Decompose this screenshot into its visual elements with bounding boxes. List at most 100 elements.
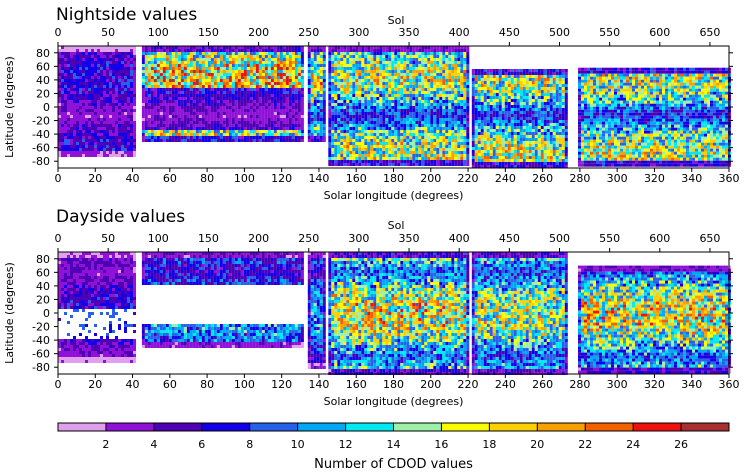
heatmap-cell	[100, 70, 103, 73]
heatmap-cell	[106, 64, 109, 67]
heatmap-cell	[328, 136, 332, 139]
heatmap-cell	[153, 106, 157, 109]
heatmap-cell	[307, 46, 311, 49]
heatmap-cell	[355, 73, 359, 76]
heatmap-cell	[270, 82, 274, 85]
heatmap-cell	[448, 136, 452, 139]
heatmap-cell	[313, 121, 317, 124]
heatmap-cell	[82, 88, 85, 91]
heatmap-cell	[67, 52, 70, 55]
heatmap-cell	[91, 103, 94, 106]
heatmap-cell	[486, 114, 490, 117]
heatmap-cell	[483, 84, 487, 87]
heatmap-cell	[237, 46, 241, 49]
heatmap-cell	[264, 133, 268, 136]
heatmap-cell	[421, 121, 425, 124]
heatmap-cell	[195, 109, 199, 112]
heatmap-cell	[210, 121, 214, 124]
heatmap-cell	[127, 118, 130, 121]
heatmap-cell	[346, 133, 350, 136]
heatmap-cell	[228, 118, 232, 121]
heatmap-cell	[240, 52, 244, 55]
heatmap-cell	[279, 79, 283, 82]
heatmap-cell	[355, 52, 359, 55]
heatmap-cell	[210, 76, 214, 79]
heatmap-cell	[64, 115, 67, 118]
heatmap-cell	[70, 154, 73, 157]
heatmap-cell	[150, 124, 154, 127]
heatmap-cell	[403, 100, 407, 103]
heatmap-cell	[127, 82, 130, 85]
heatmap-cell	[192, 61, 196, 64]
heatmap-cell	[403, 70, 407, 73]
heatmap-cell	[282, 91, 286, 94]
heatmap-cell	[85, 94, 88, 97]
heatmap-cell	[177, 64, 181, 67]
heatmap-cell	[76, 61, 79, 64]
heatmap-cell	[358, 112, 362, 115]
heatmap-cell	[349, 97, 353, 100]
heatmap-cell	[186, 85, 190, 88]
heatmap-cell	[367, 82, 371, 85]
heatmap-cell	[76, 103, 79, 106]
heatmap-cell	[100, 109, 103, 112]
heatmap-cell	[91, 79, 94, 82]
heatmap-cell	[364, 76, 368, 79]
heatmap-cell	[121, 103, 124, 106]
heatmap-cell	[156, 61, 160, 64]
heatmap-cell	[109, 118, 112, 121]
heatmap-cell	[118, 130, 121, 133]
heatmap-cell	[201, 61, 205, 64]
heatmap-cell	[421, 79, 425, 82]
heatmap-cell	[171, 82, 175, 85]
heatmap-cell	[328, 121, 332, 124]
heatmap-cell	[310, 100, 314, 103]
heatmap-cell	[183, 91, 187, 94]
heatmap-cell	[153, 64, 157, 67]
heatmap-cell	[186, 130, 190, 133]
heatmap-cell	[198, 121, 202, 124]
heatmap-cell	[436, 70, 440, 73]
heatmap-cell	[103, 64, 106, 67]
heatmap-cell	[61, 145, 64, 148]
heatmap-cell	[331, 133, 335, 136]
heatmap-cell	[189, 115, 193, 118]
heatmap-cell	[156, 124, 160, 127]
heatmap-cell	[439, 85, 443, 88]
heatmap-cell	[319, 115, 323, 118]
heatmap-cell	[388, 118, 392, 121]
heatmap-cell	[367, 154, 371, 157]
heatmap-cell	[201, 76, 205, 79]
heatmap-cell	[364, 85, 368, 88]
heatmap-cell	[310, 97, 314, 100]
heatmap-cell	[240, 100, 244, 103]
heatmap-cell	[439, 142, 443, 145]
heatmap-cell	[165, 106, 169, 109]
heatmap-cell	[112, 58, 115, 61]
heatmap-cell	[94, 76, 97, 79]
heatmap-cell	[421, 136, 425, 139]
heatmap-cell	[189, 79, 193, 82]
heatmap-cell	[58, 118, 61, 121]
heatmap-cell	[328, 133, 332, 136]
heatmap-cell	[213, 88, 217, 91]
heatmap-cell	[88, 76, 91, 79]
heatmap-cell	[70, 88, 73, 91]
heatmap-cell	[430, 97, 434, 100]
heatmap-cell	[382, 133, 386, 136]
heatmap-cell	[79, 112, 82, 115]
heatmap-cell	[466, 163, 470, 166]
heatmap-cell	[168, 46, 172, 49]
heatmap-cell	[358, 163, 362, 166]
heatmap-cell	[319, 133, 323, 136]
heatmap-cell	[445, 133, 449, 136]
heatmap-cell	[276, 91, 280, 94]
heatmap-cell	[127, 67, 130, 70]
heatmap-cell	[147, 124, 151, 127]
heatmap-cell	[466, 130, 470, 133]
heatmap-cell	[216, 85, 220, 88]
heatmap-cell	[73, 142, 76, 145]
heatmap-cell	[483, 69, 487, 72]
heatmap-cell	[439, 55, 443, 58]
heatmap-cell	[219, 127, 223, 130]
